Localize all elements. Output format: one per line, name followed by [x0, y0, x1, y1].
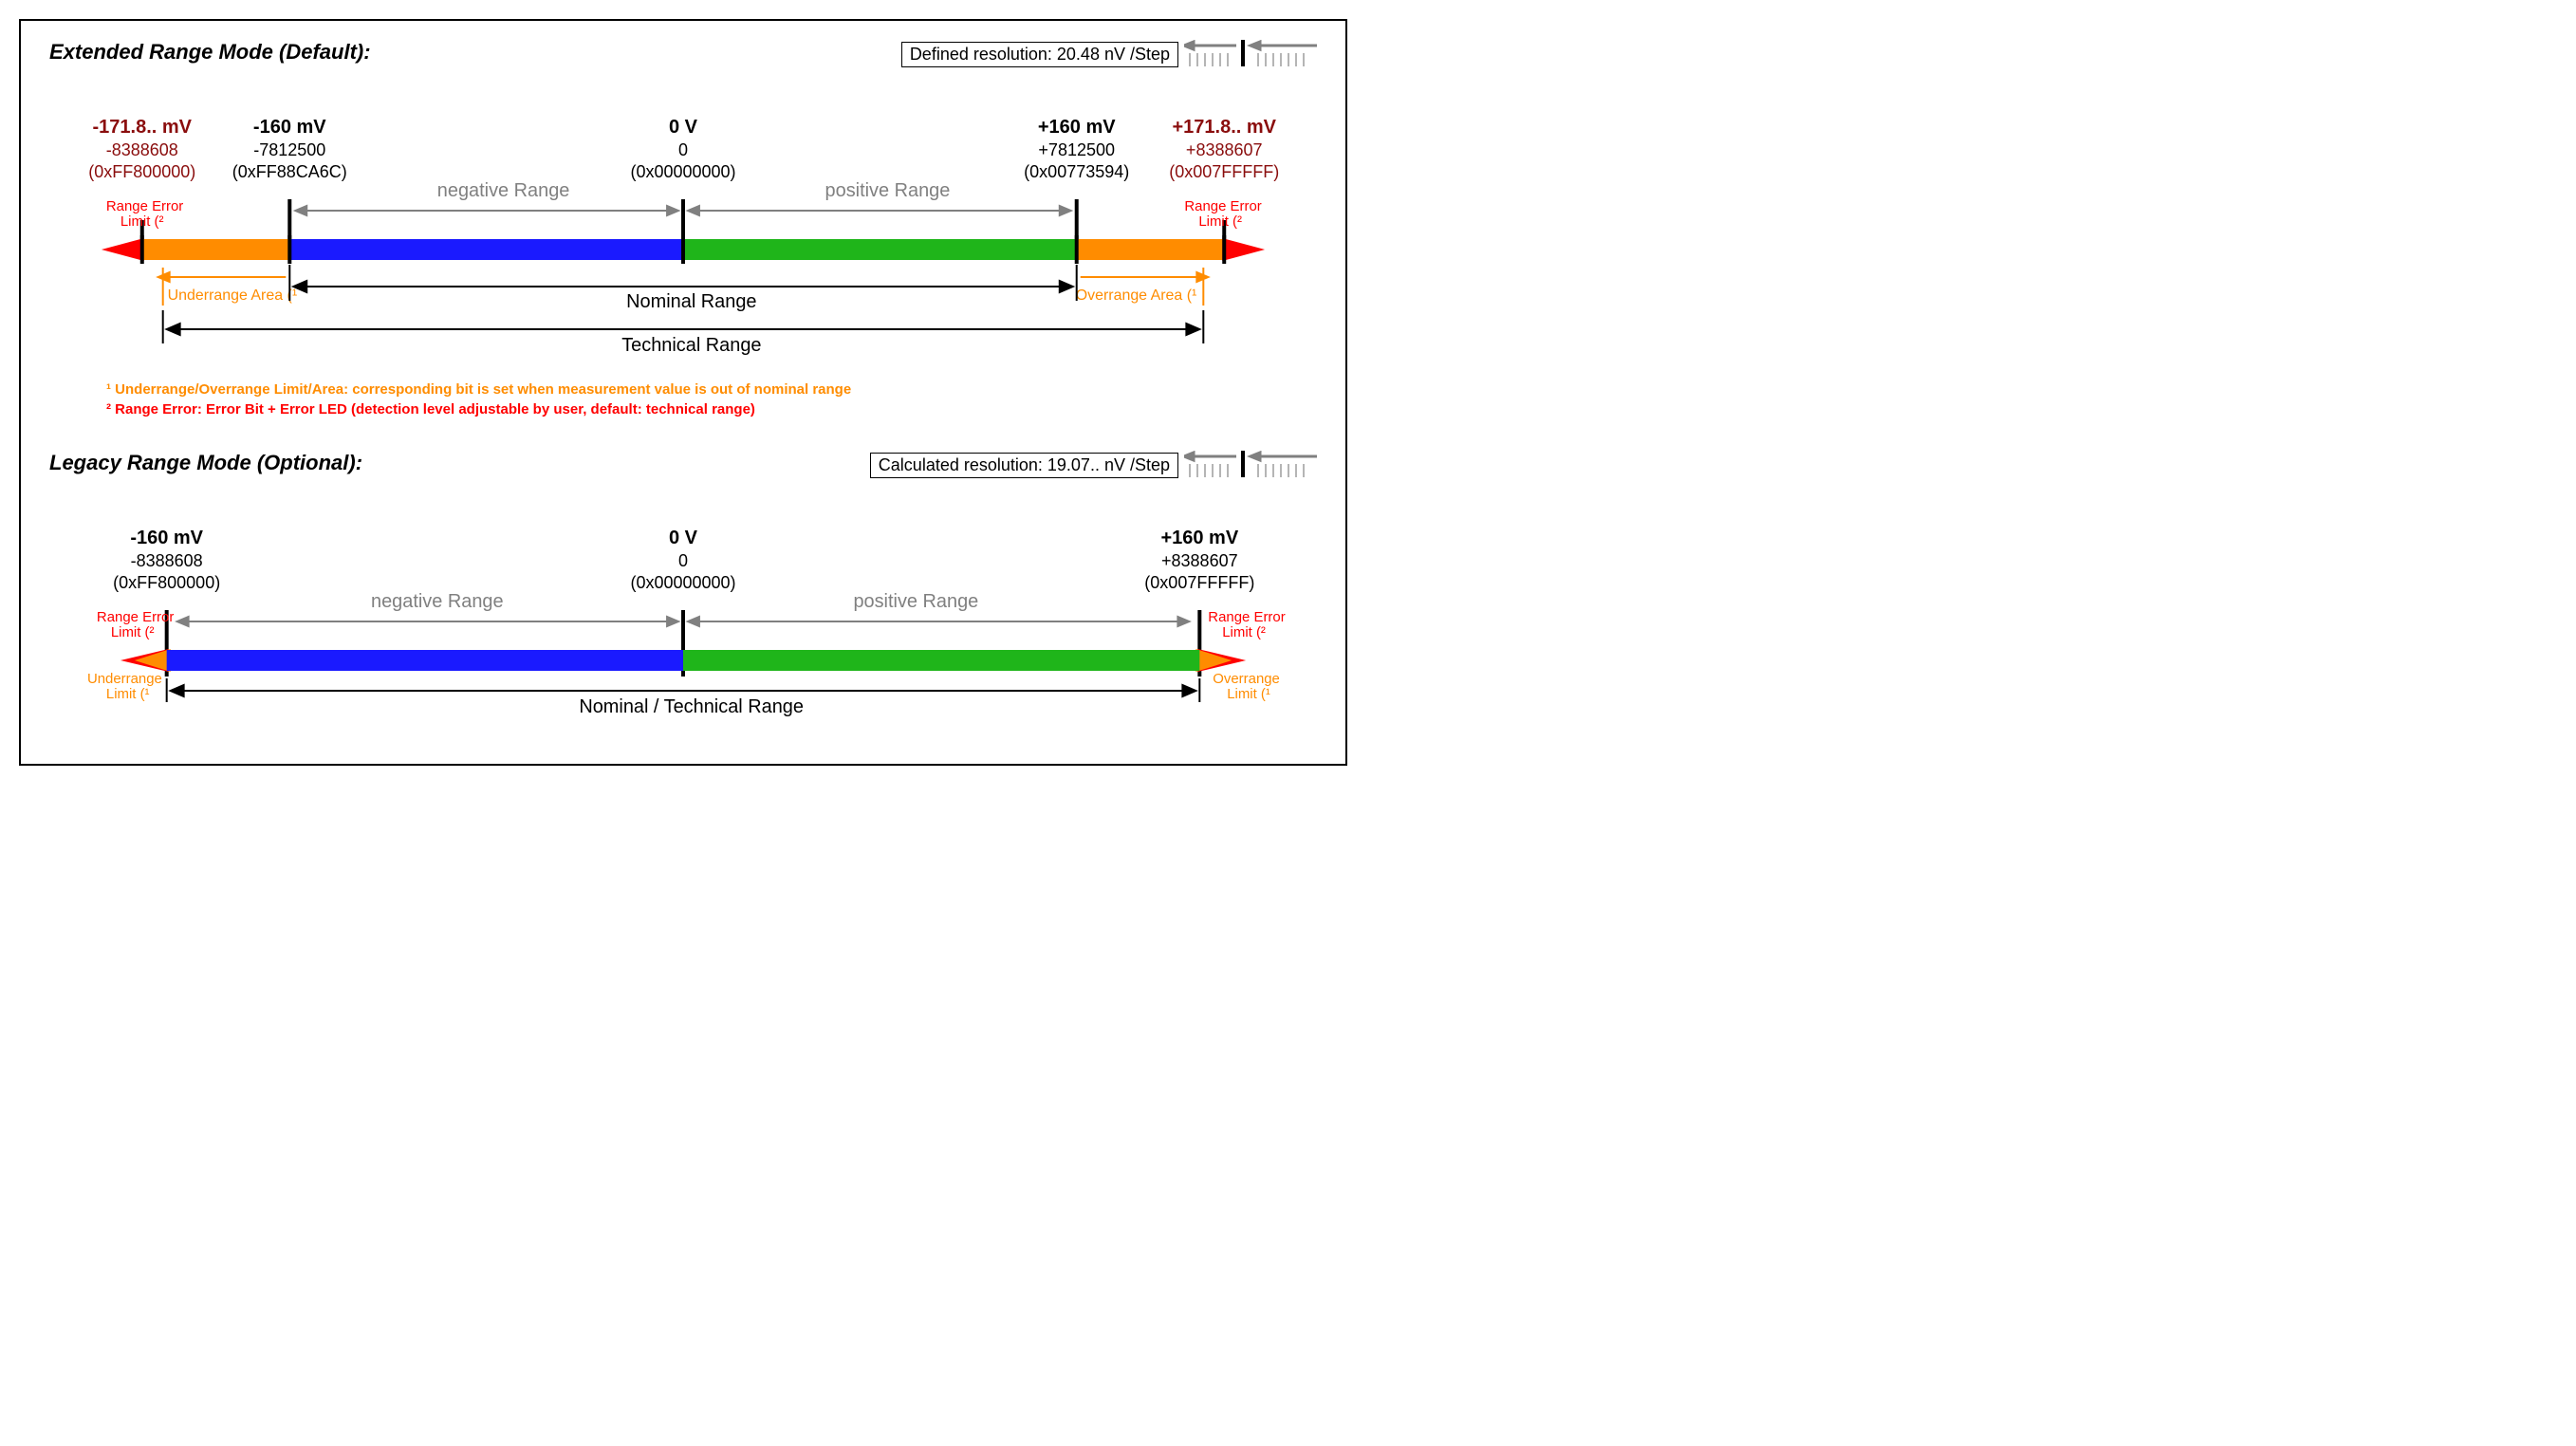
extended-header: Extended Range Mode (Default): Defined r… — [49, 40, 1317, 68]
legacy-diagram: -160 mV -8388608 (0xFF800000) 0 V 0 (0x0… — [68, 527, 1298, 716]
neg-range-text: negative Range — [437, 180, 570, 201]
legacy-range-err-left: Range ErrorLimit (² — [97, 609, 174, 640]
legacy-nomtech-text: Nominal / Technical Range — [579, 696, 804, 716]
legacy-svg: negative Range positive Range Range Erro… — [68, 527, 1298, 716]
overrange-text: Overrange Area (¹ — [1076, 287, 1197, 304]
extended-resolution-box: Defined resolution: 20.48 nV /Step — [901, 42, 1178, 67]
legacy-range-err-right: Range ErrorLimit (² — [1208, 609, 1285, 640]
underrange-text: Underrange Area (¹ — [168, 287, 297, 304]
legacy-overrange: OverrangeLimit (¹ — [1213, 671, 1280, 702]
extended-title: Extended Range Mode (Default): — [49, 40, 371, 65]
legacy-title: Legacy Range Mode (Optional): — [49, 451, 362, 475]
extended-svg: negative Range positive Range — [68, 116, 1298, 362]
footnote-1: ¹ Underrange/Overrange Limit/Area: corre… — [106, 381, 1317, 398]
legacy-resolution-box: Calculated resolution: 19.07.. nV /Step — [870, 453, 1178, 478]
legacy-neg-range: negative Range — [371, 591, 504, 612]
footnote-2: ² Range Error: Error Bit + Error LED (de… — [106, 401, 1317, 417]
extended-diagram: -171.8.. mV -8388608 (0xFF800000) -160 m… — [68, 116, 1298, 362]
pos-range-text: positive Range — [825, 180, 951, 201]
technical-range-text: Technical Range — [621, 335, 761, 356]
ruler-icon — [1184, 451, 1317, 479]
ruler-icon — [1184, 40, 1317, 68]
nominal-range-text: Nominal Range — [626, 291, 756, 312]
diagram-frame: Extended Range Mode (Default): Defined r… — [19, 19, 1347, 766]
range-err-right: Range ErrorLimit (² — [1184, 198, 1261, 230]
range-err-left: Range ErrorLimit (² — [106, 198, 183, 230]
legacy-header: Legacy Range Mode (Optional): Calculated… — [49, 451, 1317, 479]
legacy-underrange: UnderrangeLimit (¹ — [87, 671, 162, 702]
legacy-pos-range: positive Range — [853, 591, 978, 612]
